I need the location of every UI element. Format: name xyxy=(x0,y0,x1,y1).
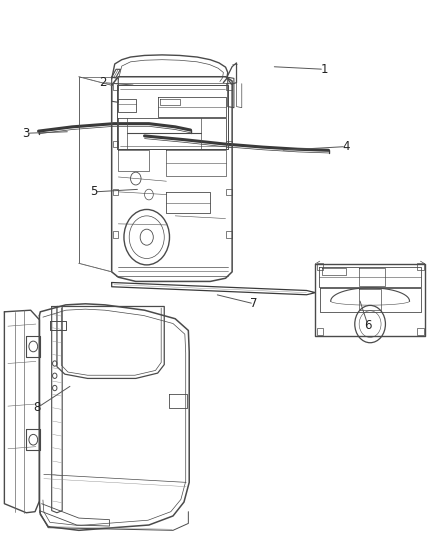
Text: 8: 8 xyxy=(34,401,41,414)
Text: 5: 5 xyxy=(91,185,98,198)
Text: 3: 3 xyxy=(23,127,30,140)
Bar xyxy=(113,83,118,90)
Text: 4: 4 xyxy=(342,140,350,153)
Bar xyxy=(113,231,118,238)
Bar xyxy=(317,263,323,270)
Text: 1: 1 xyxy=(320,63,328,76)
Bar xyxy=(417,263,424,270)
Bar xyxy=(417,328,424,335)
Bar xyxy=(113,141,118,147)
Bar xyxy=(226,189,232,195)
Bar xyxy=(226,141,232,147)
Bar xyxy=(317,328,323,335)
Text: 2: 2 xyxy=(99,76,107,89)
Bar xyxy=(113,189,118,195)
Text: 6: 6 xyxy=(364,319,372,332)
Bar xyxy=(226,83,232,90)
Text: 7: 7 xyxy=(250,297,258,310)
Bar xyxy=(226,231,232,238)
